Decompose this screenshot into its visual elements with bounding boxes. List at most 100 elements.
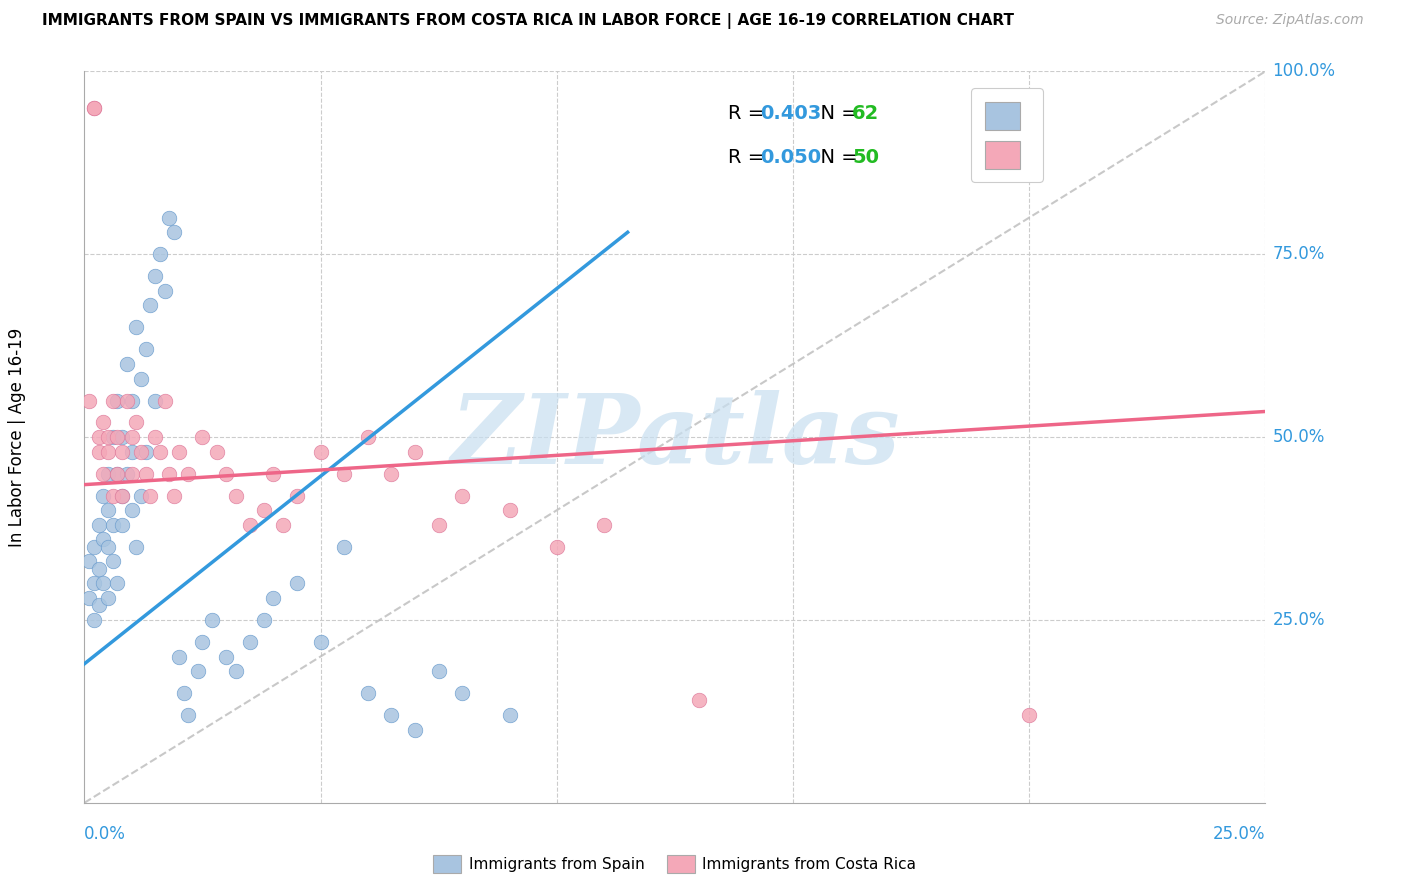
Point xyxy=(129,371,152,385)
Point xyxy=(107,576,129,591)
Text: R =: R = xyxy=(728,148,770,167)
Text: 50: 50 xyxy=(852,148,879,167)
Point xyxy=(91,533,114,547)
Point xyxy=(546,540,568,554)
Text: 25.0%: 25.0% xyxy=(1213,825,1265,843)
Point xyxy=(97,591,120,605)
Point xyxy=(139,298,162,312)
Point xyxy=(309,444,332,458)
Text: 100.0%: 100.0% xyxy=(1272,62,1336,80)
Point xyxy=(285,489,308,503)
Point xyxy=(163,225,186,239)
Point xyxy=(77,393,100,408)
Point xyxy=(143,269,166,284)
Point xyxy=(380,467,402,481)
Point xyxy=(101,554,124,568)
Text: 25.0%: 25.0% xyxy=(1272,611,1324,629)
Point xyxy=(87,517,110,532)
Point xyxy=(271,517,294,532)
Point xyxy=(253,503,276,517)
Point xyxy=(309,635,332,649)
Text: R =: R = xyxy=(728,104,770,123)
Point xyxy=(97,430,120,444)
Point xyxy=(125,540,148,554)
Point xyxy=(101,430,124,444)
Text: Source: ZipAtlas.com: Source: ZipAtlas.com xyxy=(1216,13,1364,28)
Point xyxy=(97,467,120,481)
Point xyxy=(87,599,110,613)
Point xyxy=(357,686,380,700)
Point xyxy=(1018,708,1040,723)
Point xyxy=(239,517,262,532)
Point xyxy=(83,101,105,115)
Point xyxy=(111,430,134,444)
Point xyxy=(153,393,176,408)
Point xyxy=(107,393,129,408)
Point xyxy=(191,635,214,649)
Legend: Immigrants from Spain, Immigrants from Costa Rica: Immigrants from Spain, Immigrants from C… xyxy=(427,848,922,880)
Point xyxy=(167,444,190,458)
Point xyxy=(149,444,172,458)
Point xyxy=(91,489,114,503)
Text: N =: N = xyxy=(808,104,865,123)
Point xyxy=(115,357,138,371)
Point xyxy=(177,467,200,481)
Point xyxy=(135,343,157,357)
Text: 0.0%: 0.0% xyxy=(84,825,127,843)
Point xyxy=(107,467,129,481)
Point xyxy=(215,467,238,481)
Point xyxy=(157,467,180,481)
Point xyxy=(333,467,356,481)
Point xyxy=(107,430,129,444)
Point xyxy=(129,489,152,503)
Text: 75.0%: 75.0% xyxy=(1272,245,1324,263)
Point xyxy=(101,489,124,503)
Point xyxy=(404,723,426,737)
Point xyxy=(83,613,105,627)
Point xyxy=(688,693,710,707)
Point xyxy=(157,211,180,225)
Point xyxy=(404,444,426,458)
Point xyxy=(205,444,228,458)
Point xyxy=(87,444,110,458)
Point xyxy=(498,708,520,723)
Point xyxy=(135,444,157,458)
Point xyxy=(129,444,152,458)
Text: IMMIGRANTS FROM SPAIN VS IMMIGRANTS FROM COSTA RICA IN LABOR FORCE | AGE 16-19 C: IMMIGRANTS FROM SPAIN VS IMMIGRANTS FROM… xyxy=(42,13,1014,29)
Text: 50.0%: 50.0% xyxy=(1272,428,1324,446)
Point xyxy=(111,444,134,458)
Point xyxy=(333,540,356,554)
Point xyxy=(451,686,474,700)
Text: In Labor Force | Age 16-19: In Labor Force | Age 16-19 xyxy=(8,327,25,547)
Point xyxy=(97,444,120,458)
Point xyxy=(87,562,110,576)
Point xyxy=(143,430,166,444)
Point xyxy=(201,613,224,627)
Point xyxy=(380,708,402,723)
Point xyxy=(225,489,247,503)
Point xyxy=(125,416,148,430)
Text: 0.050: 0.050 xyxy=(759,148,821,167)
Point xyxy=(111,517,134,532)
Point xyxy=(83,101,105,115)
Point xyxy=(167,649,190,664)
Text: 0.403: 0.403 xyxy=(759,104,821,123)
Point xyxy=(91,467,114,481)
Point xyxy=(121,430,143,444)
Point xyxy=(97,503,120,517)
Text: N =: N = xyxy=(808,148,865,167)
Point xyxy=(101,517,124,532)
Point xyxy=(135,467,157,481)
Point xyxy=(91,576,114,591)
Point xyxy=(111,489,134,503)
Point xyxy=(115,393,138,408)
Point xyxy=(153,284,176,298)
Point xyxy=(139,489,162,503)
Point xyxy=(125,320,148,334)
Point xyxy=(427,664,450,678)
Point xyxy=(111,489,134,503)
Point xyxy=(97,540,120,554)
Point xyxy=(187,664,209,678)
Point xyxy=(262,467,284,481)
Point xyxy=(225,664,247,678)
